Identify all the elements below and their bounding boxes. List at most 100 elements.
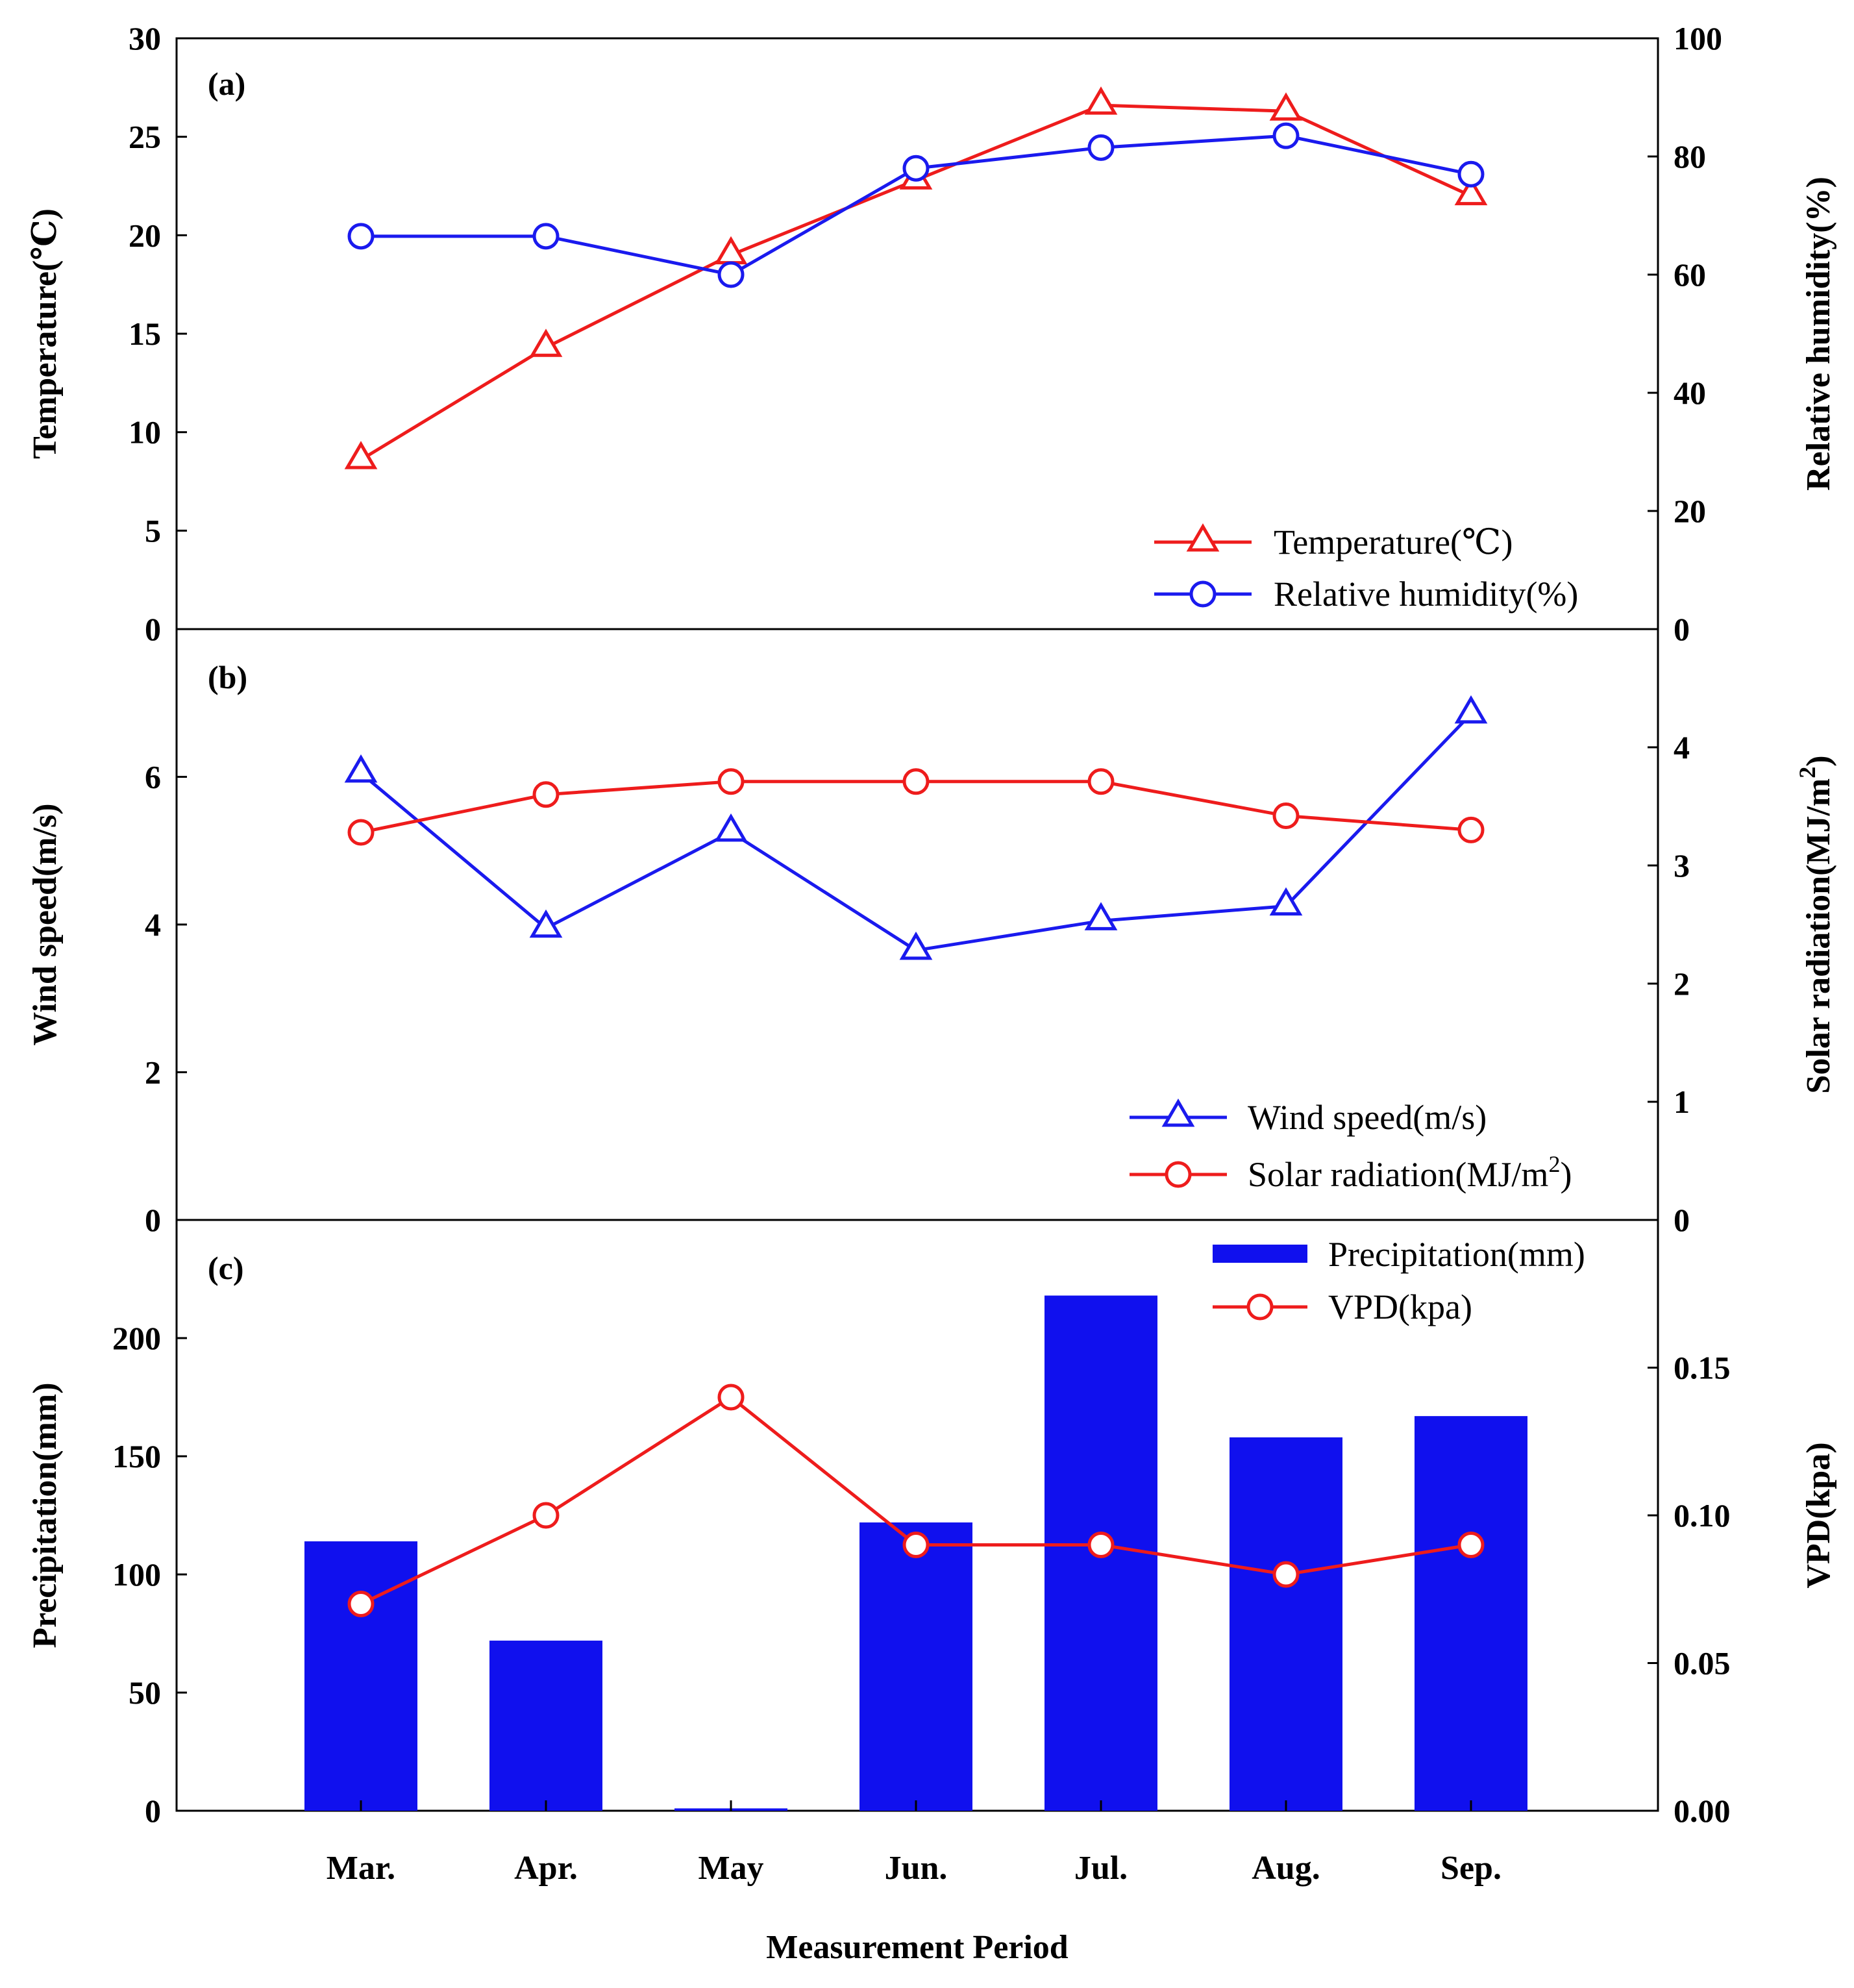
legend-humidity-circle-marker — [1189, 580, 1217, 608]
wind-speed-m-s-point — [899, 931, 933, 960]
legend-solar-label-sup: 2 — [1548, 1151, 1560, 1177]
panel-b-left-tick-label: 0 — [145, 1202, 161, 1238]
vpd-kpa-point — [902, 1532, 930, 1558]
vpd-kpa-point — [1457, 1532, 1485, 1558]
legend-humidity-label: Relative humidity(%) — [1274, 575, 1578, 614]
relative-humidity-point — [1457, 160, 1485, 188]
wind-speed-m-s-point — [1084, 902, 1118, 930]
wind-speed-m-s-point — [714, 813, 748, 842]
precipitation-mm-bar — [1230, 1437, 1342, 1811]
panel-a-left-tick-label: 25 — [129, 119, 161, 155]
panel-a-right-tick-label: 20 — [1674, 493, 1706, 529]
panel-a-left-tick-label: 0 — [145, 611, 161, 647]
solar-radiation-mj-m-point — [1087, 768, 1115, 795]
panel-a-legend: Temperature(℃) Relative humidity(%) — [1154, 523, 1578, 614]
relative-humidity-point — [347, 223, 375, 250]
panel-b-right-axis-title-main: Solar radiation(MJ/m — [1800, 778, 1837, 1094]
tick-layer: 0510152025300204060801000246012340501001… — [112, 20, 1731, 1829]
wind-speed-m-s-point — [1454, 695, 1488, 724]
panel-c-left-tick-label: 200 — [112, 1320, 161, 1356]
vpd-kpa-point — [717, 1384, 745, 1411]
panel-c-legend: Precipitation(mm) VPD(kpa) — [1213, 1235, 1585, 1326]
panel-c-left-tick-label: 0 — [145, 1793, 161, 1829]
relative-humidity-point — [717, 261, 745, 288]
panel-c-left-tick-label: 50 — [129, 1674, 161, 1711]
vpd-kpa-point — [347, 1591, 375, 1617]
panel-a-right-tick-label: 60 — [1674, 256, 1706, 293]
legend-wind-triangle-marker — [1161, 1099, 1195, 1127]
panel-b-left-axis-title: Wind speed(m/s) — [27, 803, 64, 1045]
panel-c-left-axis-title: Precipitation(mm) — [27, 1382, 64, 1648]
legend-vpd-circle-marker — [1246, 1293, 1274, 1321]
series-layer — [344, 86, 1488, 1617]
legend-solar-label-tail: ) — [1560, 1155, 1572, 1194]
panel-b-right-axis-title-tail: ) — [1800, 755, 1837, 766]
legend-temperature-triangle-marker — [1186, 523, 1220, 552]
temperature-point — [1084, 86, 1118, 115]
panel-b-left-tick-label: 6 — [145, 759, 161, 795]
precipitation-mm-bar — [304, 1541, 417, 1811]
panel-b-right-tick-label: 0 — [1674, 1202, 1690, 1238]
x-tick-labels: Mar. Apr. May Jun. Jul. Aug. Sep. — [327, 1800, 1502, 1887]
solar-radiation-mj-m-point — [1272, 802, 1300, 830]
panel-c-right-tick-label: 0.00 — [1674, 1793, 1731, 1829]
solar-radiation-mj-m-point — [1457, 816, 1485, 843]
panel-c-right-tick-label: 0.05 — [1674, 1645, 1731, 1682]
vpd-kpa-point — [1087, 1532, 1115, 1558]
solar-radiation-mj-m-point — [347, 819, 375, 846]
panel-b-label: (b) — [208, 659, 247, 695]
x-axis-title: Measurement Period — [766, 1929, 1069, 1966]
relative-humidity-point — [1087, 134, 1115, 161]
legend-temperature-label: Temperature(℃) — [1274, 523, 1513, 562]
panel-a-left-tick-label: 10 — [129, 414, 161, 451]
panel-c-left-tick-label: 100 — [112, 1556, 161, 1593]
x-tick-label: Sep. — [1440, 1850, 1502, 1887]
panel-c-right-axis-title: VPD(kpa) — [1800, 1442, 1837, 1588]
x-tick-label: May — [698, 1850, 763, 1887]
solar-radiation-mj-m-point — [717, 768, 745, 795]
panel-b-right-axis-title: Solar radiation(MJ/m2) — [1794, 755, 1837, 1093]
precipitation-mm-bar — [1415, 1416, 1527, 1811]
temperature-point — [1269, 92, 1303, 121]
vpd-kpa-point — [532, 1502, 560, 1529]
temperature-point — [1454, 177, 1488, 206]
wind-speed-m-s-point — [529, 909, 563, 938]
legend-wind-label: Wind speed(m/s) — [1248, 1098, 1487, 1137]
precipitation-mm-bar — [859, 1522, 972, 1811]
panel-a-left-axis-title: Temperature(℃) — [27, 208, 64, 459]
wind-speed-m-s-point — [344, 754, 378, 783]
panel-b-left-tick-label: 2 — [145, 1054, 161, 1091]
x-tick-label: Jun. — [885, 1850, 948, 1887]
legend-solar-label: Solar radiation(MJ/m2) — [1248, 1151, 1572, 1194]
solar-radiation-mj-m-point — [902, 768, 930, 795]
panel-b-right-tick-label: 1 — [1674, 1084, 1690, 1120]
temperature-point — [344, 441, 378, 469]
panel-a-left-tick-label: 20 — [129, 217, 161, 253]
panel-c-right-tick-label: 0.10 — [1674, 1497, 1731, 1534]
legend-vpd-label: VPD(kpa) — [1328, 1287, 1472, 1326]
precipitation-mm-bar — [489, 1640, 602, 1811]
panel-a-left-tick-label: 30 — [129, 20, 161, 56]
legend-precipitation-swatch — [1213, 1245, 1307, 1263]
relative-humidity-point — [902, 155, 930, 182]
panel-b-left-tick-label: 4 — [145, 906, 161, 943]
panel-b-right-axis-title-sup: 2 — [1794, 767, 1820, 778]
panel-a-right-axis-title: Relative humidity(%) — [1800, 177, 1837, 491]
panel-a-right-tick-label: 80 — [1674, 138, 1706, 175]
panel-a-left-tick-label: 15 — [129, 316, 161, 352]
x-tick-label: Jul. — [1074, 1850, 1128, 1887]
panel-b-right-tick-label: 4 — [1674, 729, 1690, 765]
panel-c-label: (c) — [208, 1250, 244, 1286]
panel-c-right-tick-label: 0.15 — [1674, 1350, 1731, 1386]
relative-humidity-point — [1272, 122, 1300, 149]
panel-b-legend: Wind speed(m/s) Solar radiation(MJ/m2) — [1130, 1098, 1572, 1194]
solar-radiation-mj-m-point — [532, 781, 560, 808]
panel-b-right-tick-label: 2 — [1674, 965, 1690, 1002]
vpd-kpa-point — [1272, 1561, 1300, 1588]
legend-solar-circle-marker — [1165, 1161, 1192, 1188]
temperature-point — [529, 329, 563, 357]
x-tick-label: Aug. — [1252, 1850, 1320, 1887]
panel-a-label: (a) — [208, 66, 245, 102]
bar-layer — [304, 1295, 1527, 1811]
